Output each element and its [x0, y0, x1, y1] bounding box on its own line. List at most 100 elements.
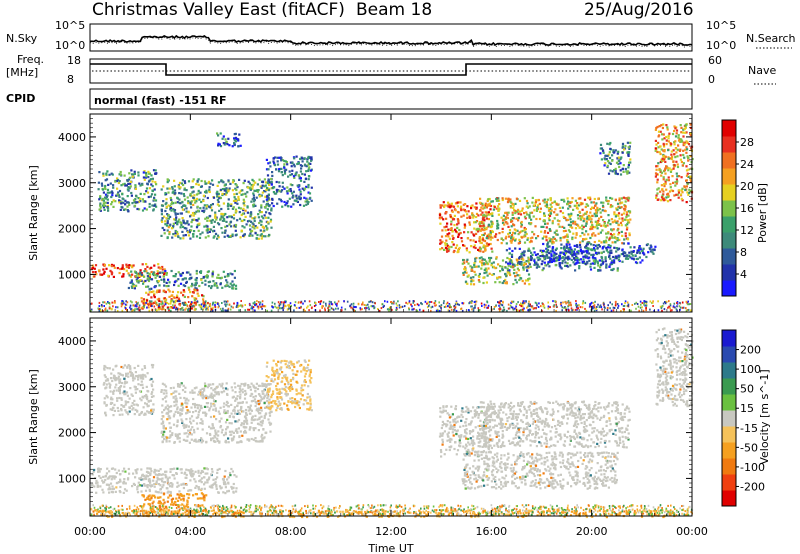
data-cell [246, 206, 249, 209]
data-cell [108, 306, 111, 309]
data-cell [164, 473, 167, 476]
data-cell [141, 198, 144, 201]
data-cell [469, 265, 472, 268]
data-cell [678, 175, 681, 178]
data-cell [565, 302, 567, 305]
data-cell [605, 241, 608, 244]
data-cell [685, 185, 688, 188]
data-cell [686, 191, 689, 194]
data-cell [207, 302, 209, 304]
data-cell [469, 276, 472, 279]
data-cell [172, 222, 175, 225]
data-cell [173, 185, 176, 188]
data-cell [119, 267, 122, 271]
data-cell [675, 129, 679, 132]
data-cell [154, 490, 157, 493]
data-cell [589, 248, 592, 251]
data-cell [165, 281, 168, 284]
data-cell [412, 300, 415, 302]
data-cell [580, 202, 583, 205]
data-cell [234, 211, 237, 214]
data-cell [201, 470, 205, 473]
data-cell [567, 305, 569, 308]
data-cell [640, 303, 642, 306]
data-cell [242, 198, 245, 201]
data-cell [577, 252, 580, 255]
data-cell [527, 266, 530, 269]
data-cell [270, 178, 273, 181]
data-cell [226, 205, 229, 208]
data-cell [612, 228, 615, 231]
data-cell [506, 201, 510, 204]
data-cell [251, 307, 254, 310]
velocity-data-cells [90, 327, 694, 519]
data-cell [215, 485, 218, 488]
data-cell [642, 247, 645, 250]
data-cell [206, 276, 209, 279]
data-cell [507, 262, 510, 265]
data-cell [272, 204, 275, 208]
data-cell [220, 212, 223, 215]
data-cell [602, 201, 605, 204]
data-cell [639, 306, 642, 309]
data-cell [614, 255, 617, 258]
data-cell [142, 302, 145, 305]
cpid-panel-frame [89, 88, 693, 110]
data-cell [286, 163, 289, 166]
freq-label-2: [MHz] [6, 66, 38, 79]
data-cell [596, 246, 599, 250]
data-cell [496, 205, 500, 208]
data-cell [453, 224, 456, 227]
data-cell [600, 255, 603, 259]
data-cell [172, 190, 175, 193]
noise-left-tick-top: 10^5 [55, 19, 85, 32]
data-cell [193, 230, 196, 233]
data-cell [140, 300, 144, 303]
data-cell [488, 235, 491, 238]
data-cell [509, 206, 512, 209]
data-cell [553, 211, 556, 214]
data-cell [198, 304, 201, 307]
data-cell [452, 243, 455, 246]
data-cell [631, 254, 634, 257]
data-cell [490, 223, 493, 226]
data-cell [485, 269, 488, 272]
data-cell [330, 307, 333, 310]
data-cell [141, 263, 144, 266]
data-cell [429, 301, 431, 303]
data-cell [204, 481, 207, 484]
data-cell [582, 255, 585, 258]
data-cell [581, 240, 584, 243]
data-cell [568, 304, 570, 307]
data-cell [287, 308, 290, 311]
data-cell [685, 179, 688, 182]
data-cell [221, 188, 225, 191]
data-cell [671, 175, 674, 178]
data-cell [223, 189, 226, 192]
data-cell [353, 310, 356, 312]
data-cell [195, 193, 199, 196]
freq-trace [90, 63, 692, 76]
data-cell [505, 261, 508, 264]
data-cell [571, 236, 574, 239]
data-cell [625, 254, 629, 257]
data-cell [109, 482, 113, 485]
data-cell [133, 309, 136, 312]
data-cell [122, 300, 125, 303]
data-cell [216, 276, 219, 279]
data-cell [195, 219, 198, 222]
data-cell [495, 256, 498, 259]
data-cell [190, 489, 193, 492]
data-cell [233, 276, 236, 279]
data-cell [676, 305, 678, 308]
data-cell [147, 176, 150, 179]
data-cell [568, 248, 571, 251]
data-cell [243, 218, 246, 222]
data-cell [216, 195, 219, 198]
data-cell [583, 255, 586, 258]
data-cell [229, 182, 232, 185]
data-cell [551, 246, 554, 249]
data-cell [466, 213, 469, 216]
data-cell [687, 168, 690, 171]
data-cell [391, 308, 393, 311]
